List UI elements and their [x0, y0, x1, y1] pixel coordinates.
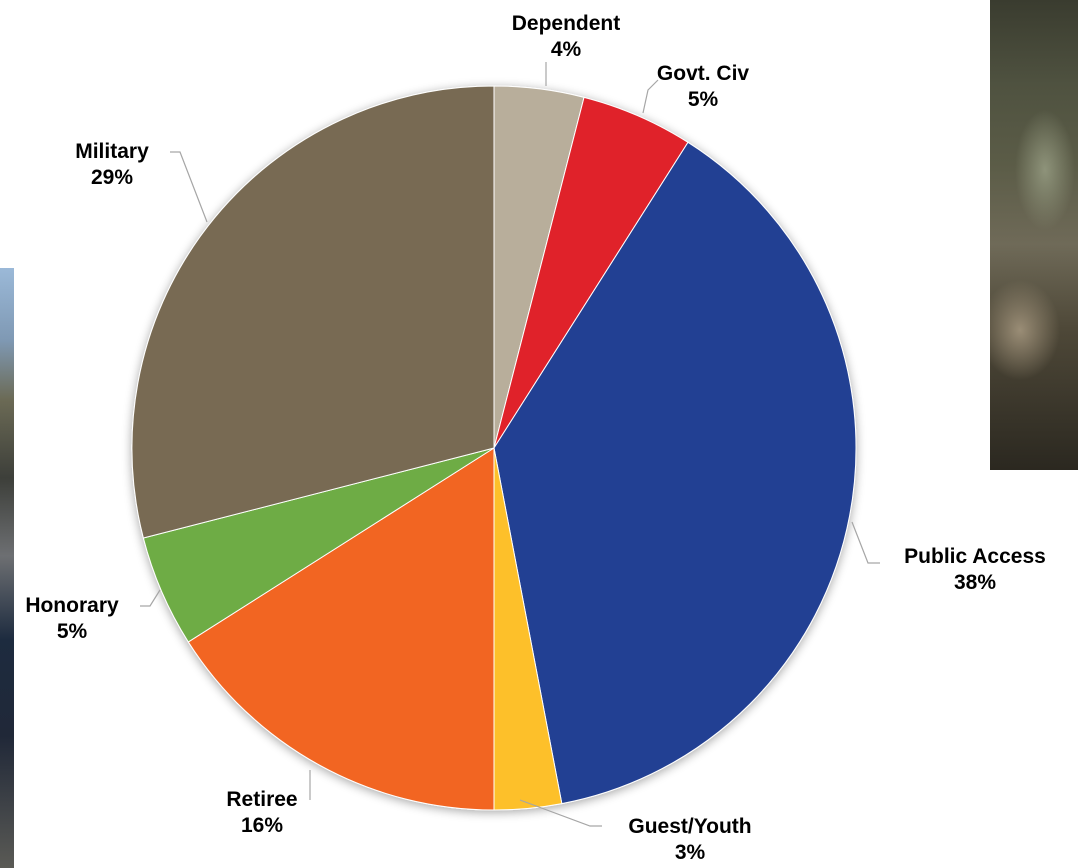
pie-slice-military [131, 85, 495, 539]
data-label-percent: 3% [675, 841, 706, 864]
background-photo-right [990, 0, 1078, 470]
data-label-percent: 29% [91, 166, 133, 189]
data-label-name: Military [75, 140, 149, 163]
leader-line [642, 79, 659, 114]
data-label-name: Retiree [226, 788, 297, 811]
background-photo-left [0, 268, 14, 868]
leader-line [170, 151, 208, 223]
data-label: Military 29% [75, 140, 149, 189]
data-label-name: Guest/Youth [628, 815, 751, 838]
data-label: Honorary 5% [25, 594, 119, 643]
data-label: Guest/Youth 3% [628, 815, 751, 864]
data-label-name: Govt. Civ [657, 62, 750, 85]
leader-line [851, 521, 880, 564]
data-label: Dependent 4% [512, 12, 621, 61]
data-label-percent: 5% [688, 88, 719, 111]
data-label-percent: 16% [241, 814, 283, 837]
pie-slice-retiree [187, 447, 495, 811]
data-label-name: Dependent [512, 12, 621, 35]
data-label-name: Public Access [904, 545, 1046, 568]
data-label-percent: 4% [551, 38, 582, 61]
data-label-percent: 38% [954, 571, 996, 594]
leader-line [140, 589, 161, 607]
leader-line [519, 799, 602, 827]
data-label: Govt. Civ 5% [657, 62, 750, 111]
data-label: Retiree 16% [226, 788, 297, 837]
data-label-percent: 5% [57, 620, 88, 643]
data-label-name: Honorary [25, 594, 119, 617]
data-label: Public Access 38% [904, 545, 1046, 594]
pie-slice-public-access [493, 141, 857, 805]
